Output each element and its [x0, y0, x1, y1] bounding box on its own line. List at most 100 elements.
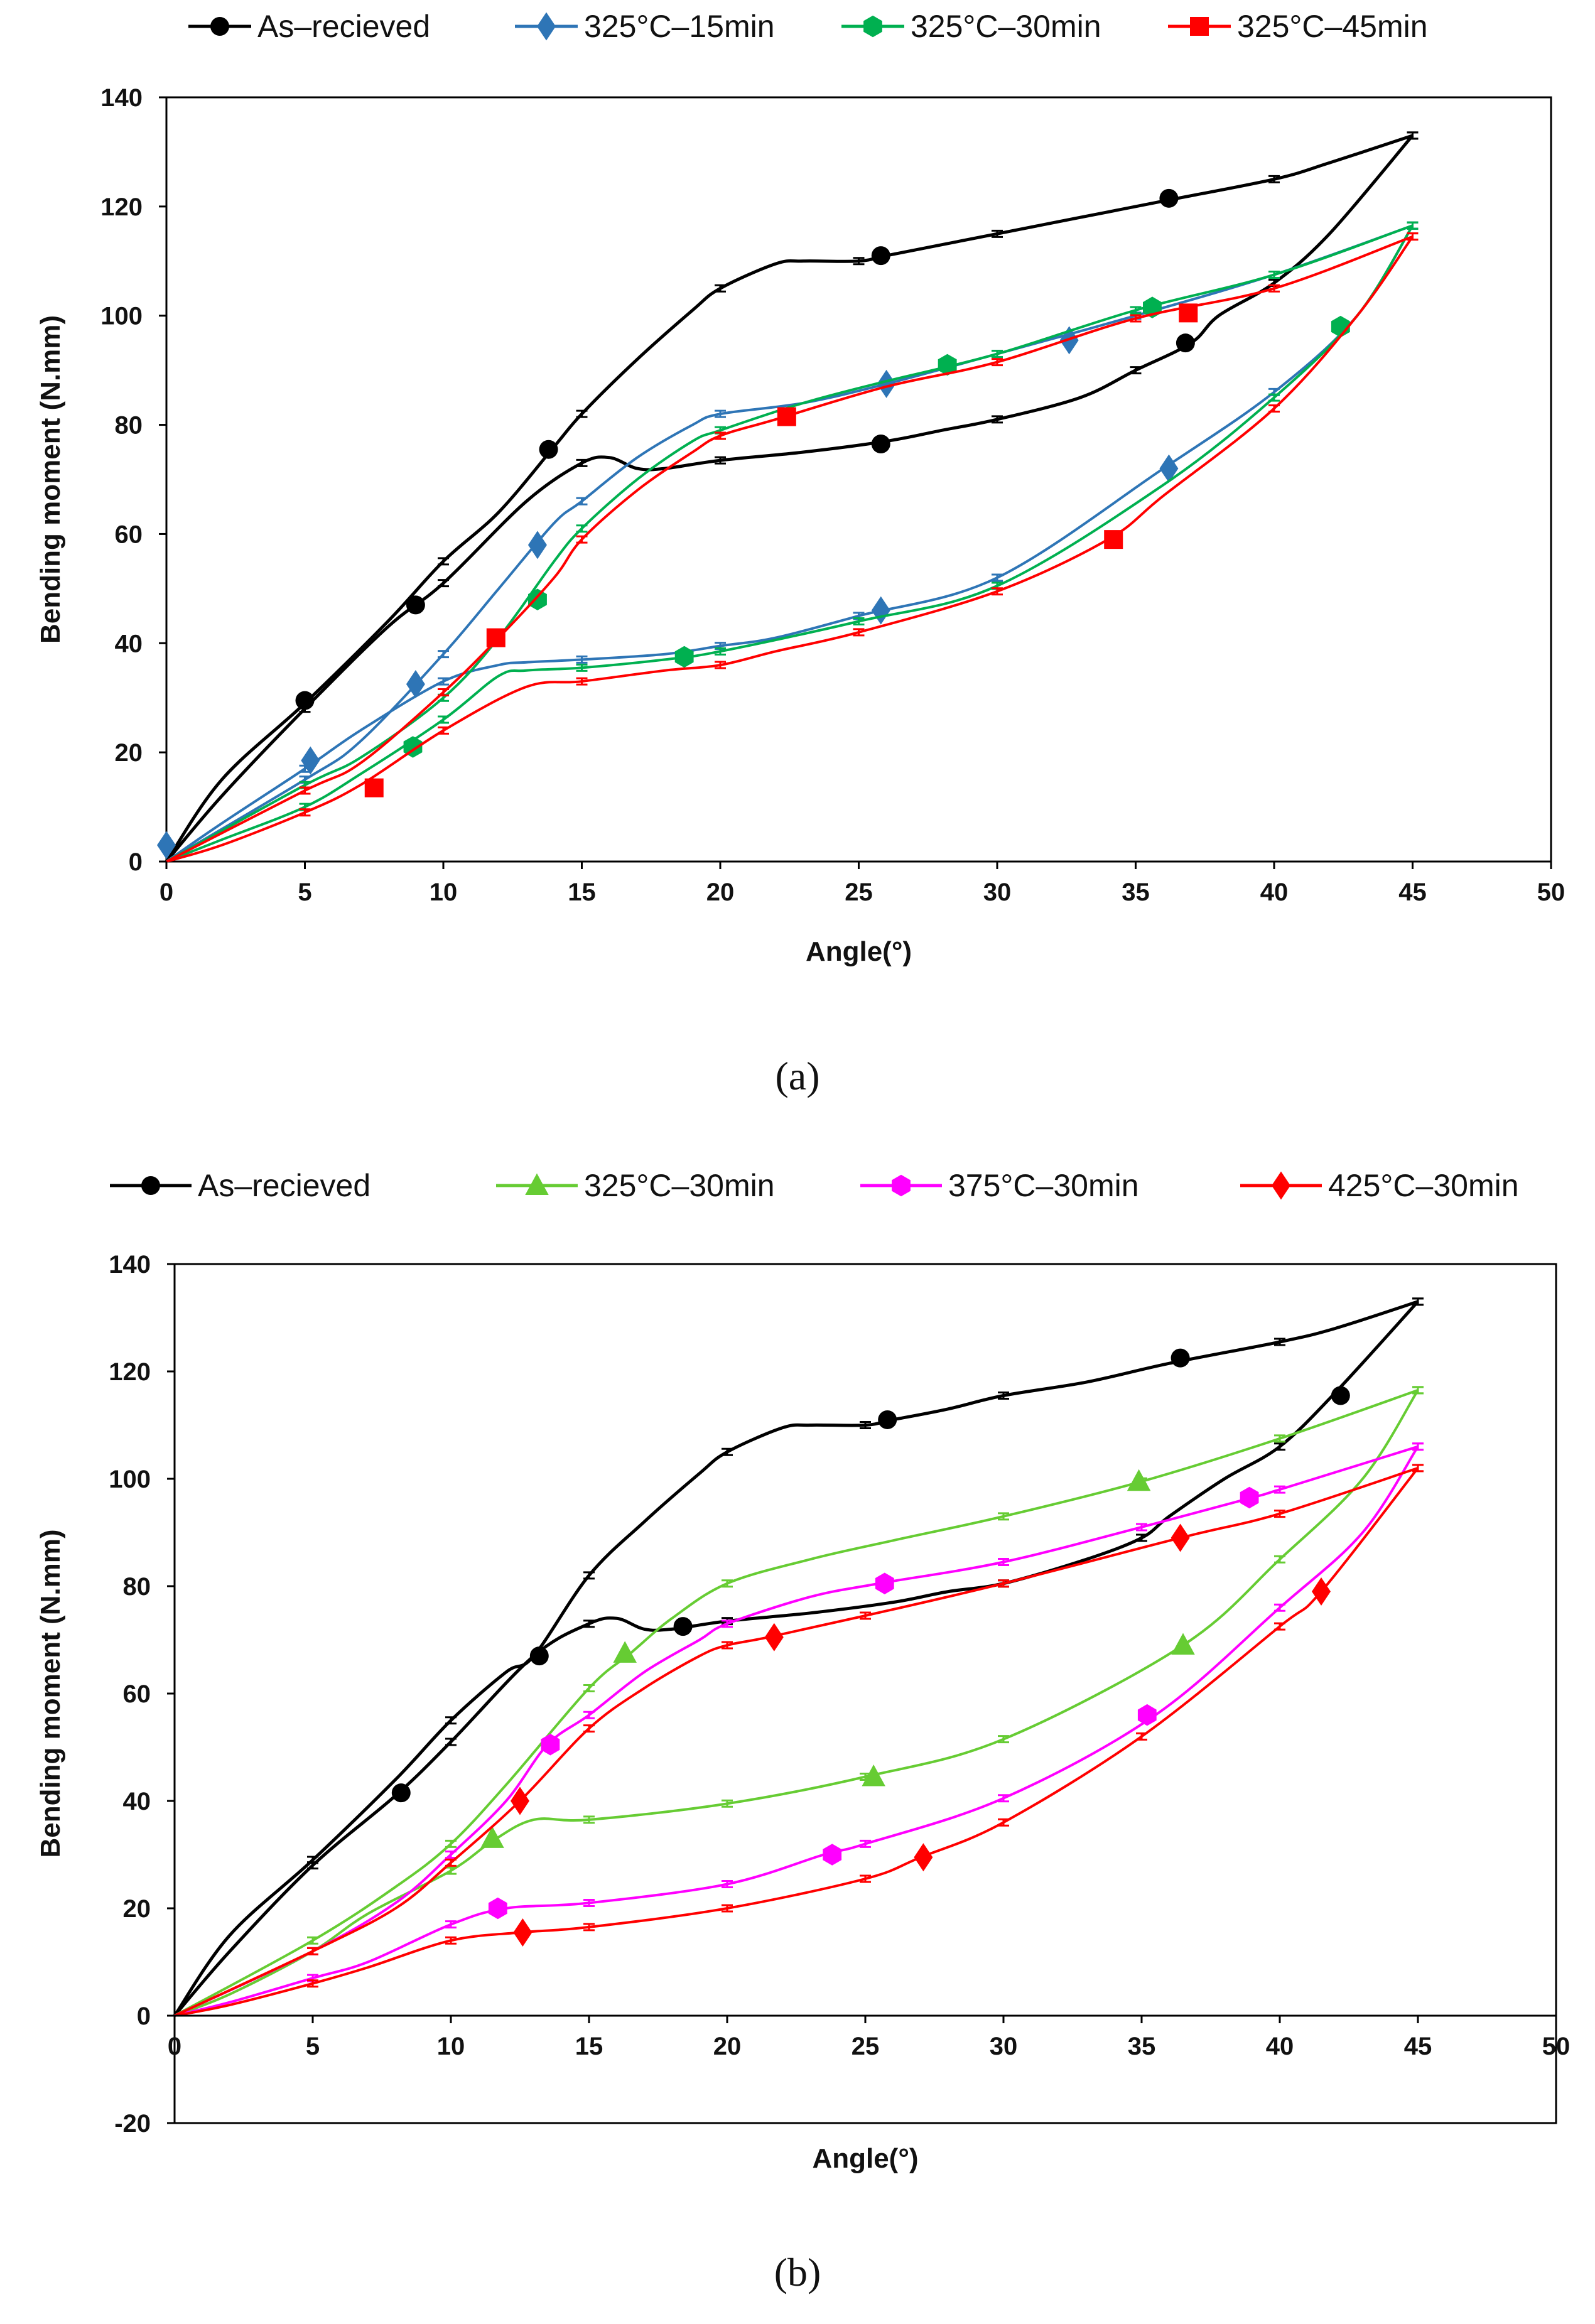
data-point-marker: [1137, 1704, 1157, 1726]
error-bar: [438, 726, 449, 735]
error-bar: [1274, 1622, 1285, 1631]
data-point-marker: [511, 1786, 529, 1815]
error-bar: [860, 1874, 871, 1883]
plot-area-a: [165, 96, 1552, 863]
series-unloading-curve: [166, 225, 1414, 863]
data-point-marker: [914, 1843, 933, 1872]
legend-label: 325°C–45min: [1237, 9, 1428, 44]
series-unloading-curve: [166, 235, 1414, 863]
series-b-2: [174, 1442, 1424, 2017]
legend-label: 325°C–15min: [584, 9, 775, 44]
x-axis-title-b: Angle(°): [812, 2143, 918, 2174]
data-point-marker: [539, 440, 558, 459]
x-tick-label: 30: [990, 2033, 1018, 2060]
legend-item-a-1: 325°C–15min: [515, 9, 775, 44]
series-unloading-curve: [165, 134, 1414, 863]
legend-label: 325°C–30min: [911, 9, 1101, 44]
error-bar: [715, 409, 726, 418]
x-tick-label: 25: [852, 2033, 880, 2060]
x-tick-label: 5: [298, 878, 311, 906]
data-point-marker: [157, 831, 176, 860]
x-axis-title-a: Angle(°): [806, 936, 912, 967]
y-tick-label: 140: [109, 1251, 151, 1278]
error-bar: [992, 229, 1003, 238]
error-bar: [583, 1724, 595, 1733]
error-bar: [576, 458, 588, 467]
x-tick-label: 35: [1128, 2033, 1156, 2060]
error-bar: [583, 1898, 595, 1907]
legend-label: 425°C–30min: [1328, 1168, 1519, 1203]
error-bar: [583, 1571, 595, 1580]
error-bar: [715, 647, 726, 656]
data-point-marker: [823, 1844, 842, 1866]
data-point-marker: [364, 778, 384, 797]
error-bar: [998, 1512, 1009, 1521]
error-bar: [576, 677, 588, 686]
error-bar: [1136, 1533, 1147, 1542]
legend-item-b-0: As–recieved: [110, 1168, 370, 1203]
y-tick-label: 100: [100, 303, 143, 330]
x-tick-label: 20: [713, 2033, 742, 2060]
x-tick-label: 35: [1122, 878, 1150, 906]
error-bar: [992, 415, 1003, 424]
legend-item-b-3: 425°C–30min: [1240, 1168, 1519, 1203]
error-bar: [445, 1936, 457, 1945]
error-bar: [722, 1447, 733, 1456]
x-tick-label: 0: [160, 878, 173, 906]
data-point-marker: [1171, 1348, 1190, 1368]
error-bar: [438, 688, 449, 697]
panel-label-a: (a): [775, 1054, 819, 1098]
data-point-marker: [391, 1783, 411, 1803]
error-bar: [583, 1619, 595, 1628]
error-bar: [998, 1794, 1009, 1803]
data-point-marker: [673, 1617, 693, 1636]
series-b-3: [174, 1464, 1424, 2017]
error-bar: [860, 1421, 871, 1429]
x-tick-label: 45: [1398, 878, 1427, 906]
y-tick-label: 140: [100, 84, 143, 112]
x-tick-label: 10: [430, 878, 458, 906]
error-bar: [576, 535, 588, 544]
data-point-marker: [486, 628, 506, 647]
data-point-marker: [1127, 1469, 1151, 1491]
series-loading-curve: [174, 1445, 1419, 2017]
x-tick-label: 50: [1542, 2033, 1571, 2060]
error-bar: [992, 573, 1003, 582]
legend-swatch-marker: [210, 17, 229, 36]
series-b-0: [173, 1297, 1424, 2017]
error-bar: [998, 1818, 1009, 1827]
error-bar: [1407, 131, 1419, 140]
legend-swatch-marker: [892, 1174, 911, 1197]
error-bar: [853, 617, 865, 626]
legend-label: As–recieved: [257, 9, 430, 44]
error-bar: [445, 1839, 457, 1848]
error-bar: [715, 284, 726, 293]
error-bar: [992, 358, 1003, 367]
error-bar: [445, 1716, 457, 1725]
error-bar: [1130, 366, 1142, 375]
error-bar: [307, 1936, 318, 1945]
x-tick-label: 40: [1260, 878, 1289, 906]
error-bar: [307, 1861, 318, 1870]
data-point-marker: [871, 596, 890, 625]
error-bar: [445, 1851, 457, 1859]
data-point-marker: [871, 434, 890, 453]
series-a-0: [165, 131, 1419, 863]
data-point-marker: [1331, 1386, 1350, 1405]
legend-swatch-marker: [537, 12, 556, 41]
error-bar: [438, 579, 449, 588]
data-point-marker: [877, 369, 896, 398]
x-tick-label: 15: [568, 878, 596, 906]
data-point-marker: [764, 1623, 784, 1651]
series-b-1: [174, 1386, 1424, 2017]
error-bar: [1274, 1338, 1285, 1346]
error-bar: [1274, 1510, 1285, 1518]
error-bar: [853, 628, 865, 637]
y-tick-label: 80: [115, 412, 143, 440]
y-tick-label: 40: [115, 630, 143, 657]
data-point-marker: [513, 1918, 533, 1947]
error-bar: [576, 655, 588, 664]
error-bar: [1136, 1523, 1147, 1532]
error-bar: [307, 1979, 318, 1988]
error-bar: [445, 1858, 457, 1867]
